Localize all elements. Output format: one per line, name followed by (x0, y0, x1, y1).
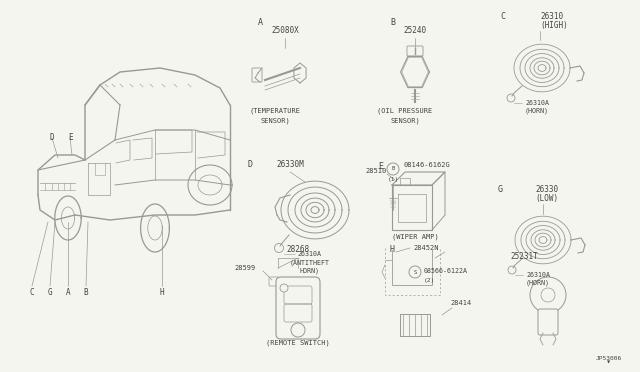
Text: JP53006: JP53006 (596, 356, 622, 361)
Text: 26330M: 26330M (276, 160, 304, 169)
FancyBboxPatch shape (276, 277, 320, 339)
Text: (ANTITHEFT: (ANTITHEFT (290, 259, 330, 266)
Circle shape (280, 284, 288, 292)
Text: B: B (392, 167, 395, 171)
Text: S: S (413, 269, 417, 275)
Text: 28452N: 28452N (413, 245, 438, 251)
FancyBboxPatch shape (400, 314, 430, 336)
Text: 26330: 26330 (535, 185, 558, 194)
Text: ▼: ▼ (607, 360, 610, 364)
Text: 25231T: 25231T (510, 252, 538, 261)
Text: 26310A: 26310A (526, 272, 550, 278)
Circle shape (507, 94, 515, 102)
Text: E: E (378, 162, 383, 171)
Text: (HORN): (HORN) (526, 280, 550, 286)
Text: 28414: 28414 (450, 300, 471, 306)
Text: SENSOR): SENSOR) (390, 117, 420, 124)
Text: (OIL PRESSURE: (OIL PRESSURE (378, 108, 433, 115)
Circle shape (541, 288, 555, 302)
Text: 26310A: 26310A (297, 251, 321, 257)
Text: 08146-6162G: 08146-6162G (403, 162, 450, 168)
Text: 28510: 28510 (365, 168, 387, 174)
Circle shape (275, 244, 284, 253)
Text: HORN): HORN) (300, 267, 320, 273)
Text: G: G (48, 288, 52, 297)
Text: H: H (160, 288, 164, 297)
Text: (2): (2) (424, 278, 435, 283)
FancyBboxPatch shape (252, 68, 262, 82)
Text: H: H (390, 245, 395, 254)
Text: 28268: 28268 (287, 245, 310, 254)
Text: 25240: 25240 (403, 26, 427, 35)
Circle shape (387, 163, 399, 175)
Text: (TEMPERATURE: (TEMPERATURE (250, 108, 301, 115)
Text: D: D (50, 133, 54, 142)
Text: (REMOTE SWITCH): (REMOTE SWITCH) (266, 340, 330, 346)
Text: 08566-6122A: 08566-6122A (424, 268, 468, 274)
Text: 26310: 26310 (540, 12, 563, 21)
FancyBboxPatch shape (407, 46, 423, 56)
Circle shape (508, 266, 516, 274)
Circle shape (409, 266, 421, 278)
Text: 28599: 28599 (235, 265, 256, 271)
Text: G: G (498, 185, 503, 194)
Text: 25080X: 25080X (271, 26, 299, 35)
Text: E: E (68, 133, 72, 142)
Circle shape (291, 323, 305, 337)
FancyBboxPatch shape (269, 277, 279, 286)
Circle shape (530, 277, 566, 313)
FancyBboxPatch shape (538, 309, 558, 335)
Text: (WIPER AMP): (WIPER AMP) (392, 234, 438, 241)
Text: A: A (258, 18, 263, 27)
Text: (1): (1) (387, 177, 399, 182)
Text: D: D (248, 160, 253, 169)
Text: (HORN): (HORN) (525, 108, 549, 115)
Text: A: A (66, 288, 70, 297)
Text: (LOW): (LOW) (535, 194, 558, 203)
Text: (HIGH): (HIGH) (540, 21, 568, 30)
Text: 26310A: 26310A (525, 100, 549, 106)
Text: C: C (500, 12, 505, 21)
Text: B: B (390, 18, 395, 27)
Text: C: C (29, 288, 35, 297)
Text: SENSOR): SENSOR) (260, 117, 290, 124)
Text: B: B (84, 288, 88, 297)
